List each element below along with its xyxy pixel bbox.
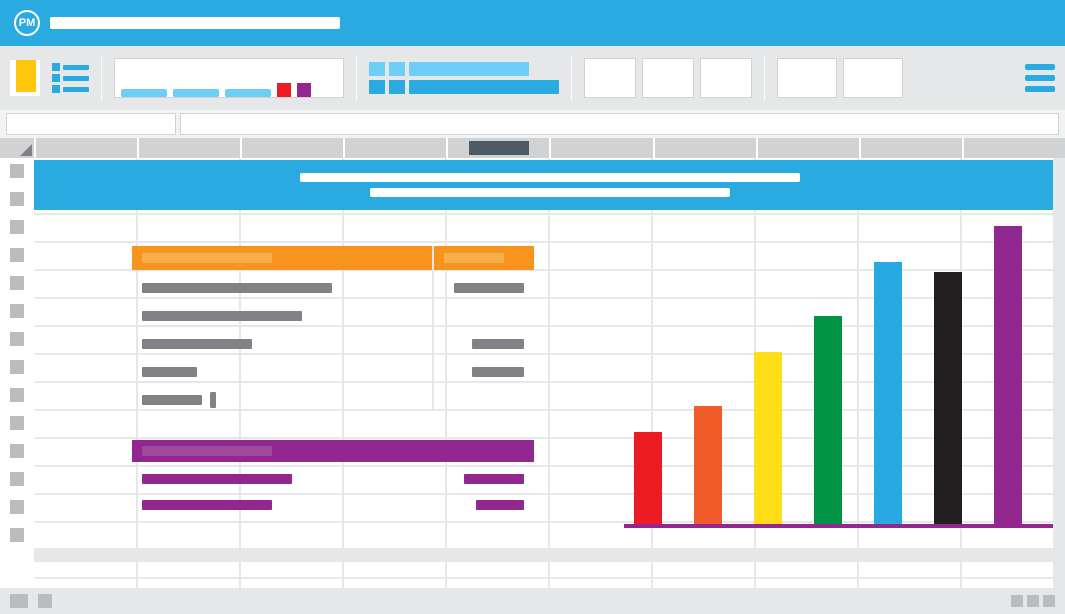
file-tab-icon[interactable] [10,60,40,96]
row-header[interactable] [0,410,34,438]
row-header[interactable] [0,298,34,326]
column-header[interactable] [859,138,962,158]
align-btn[interactable] [369,80,385,94]
ribbon-separator [356,56,357,100]
ribbon-separator [571,56,572,100]
row-header[interactable] [0,494,34,522]
color-red-chip[interactable] [277,83,291,97]
numbers-group [584,58,752,98]
style-box[interactable] [777,58,837,98]
ribbon-separator [764,56,765,100]
orange-table-header [132,246,534,270]
status-bar [0,588,1065,614]
chart-bar [754,352,782,524]
align-btn[interactable] [389,80,405,94]
chart-bar [694,406,722,524]
sheet-add-icon[interactable] [38,594,52,608]
row-header[interactable] [0,186,34,214]
view-mode-icon[interactable] [1011,595,1023,607]
format-box[interactable] [700,58,752,98]
column-header[interactable] [343,138,446,158]
list-view-button[interactable] [52,63,89,93]
vertical-scrollbar[interactable] [1053,158,1065,588]
chart-bar [814,316,842,524]
column-header[interactable] [446,138,549,158]
styles-group [777,58,903,98]
column-headers [0,138,1065,158]
row-header[interactable] [0,270,34,298]
spreadsheet-grid[interactable] [0,158,1065,588]
bar-chart [624,228,1054,528]
row-header[interactable] [0,522,34,550]
menu-icon[interactable] [1025,64,1055,92]
alignment-group [369,62,559,94]
align-btn[interactable] [369,62,385,76]
cells-area[interactable] [34,158,1065,588]
chart-bar [634,432,662,524]
chart-baseline [624,524,1054,528]
chart-bar [874,262,902,524]
row-header[interactable] [0,382,34,410]
align-btn[interactable] [409,80,559,94]
horizontal-scrollbar[interactable] [34,548,1065,562]
row-header[interactable] [0,438,34,466]
view-mode-icon[interactable] [1027,595,1039,607]
formula-input[interactable] [180,113,1059,135]
select-all-corner[interactable] [0,138,34,158]
formula-bar [0,110,1065,138]
title-bar: PM [0,0,1065,46]
purple-table-header [132,440,534,462]
row-header[interactable] [0,326,34,354]
ribbon-toolbar [0,46,1065,110]
purple-table-body [132,466,534,518]
align-btn[interactable] [409,62,529,76]
app-logo-icon[interactable]: PM [14,10,40,36]
sheet-tab-icon[interactable] [10,594,28,608]
row-header[interactable] [0,354,34,382]
column-header[interactable] [653,138,756,158]
format-box[interactable] [642,58,694,98]
column-header[interactable] [962,138,1065,158]
font-controls[interactable] [114,58,344,98]
column-header[interactable] [756,138,859,158]
style-box[interactable] [843,58,903,98]
view-mode-icon[interactable] [1043,595,1055,607]
row-header[interactable] [0,214,34,242]
ribbon-separator [101,56,102,100]
column-header[interactable] [240,138,343,158]
row-headers [0,158,34,550]
name-box[interactable] [6,113,176,135]
document-title [50,17,340,29]
color-purple-chip[interactable] [297,83,311,97]
orange-table-body [132,274,534,414]
column-header[interactable] [549,138,652,158]
chart-bar [994,226,1022,524]
column-header[interactable] [34,138,137,158]
row-header[interactable] [0,158,34,186]
title-banner [34,160,1065,210]
row-header[interactable] [0,466,34,494]
chart-bar [934,272,962,524]
row-header[interactable] [0,242,34,270]
align-btn[interactable] [389,62,405,76]
format-box[interactable] [584,58,636,98]
column-header[interactable] [137,138,240,158]
